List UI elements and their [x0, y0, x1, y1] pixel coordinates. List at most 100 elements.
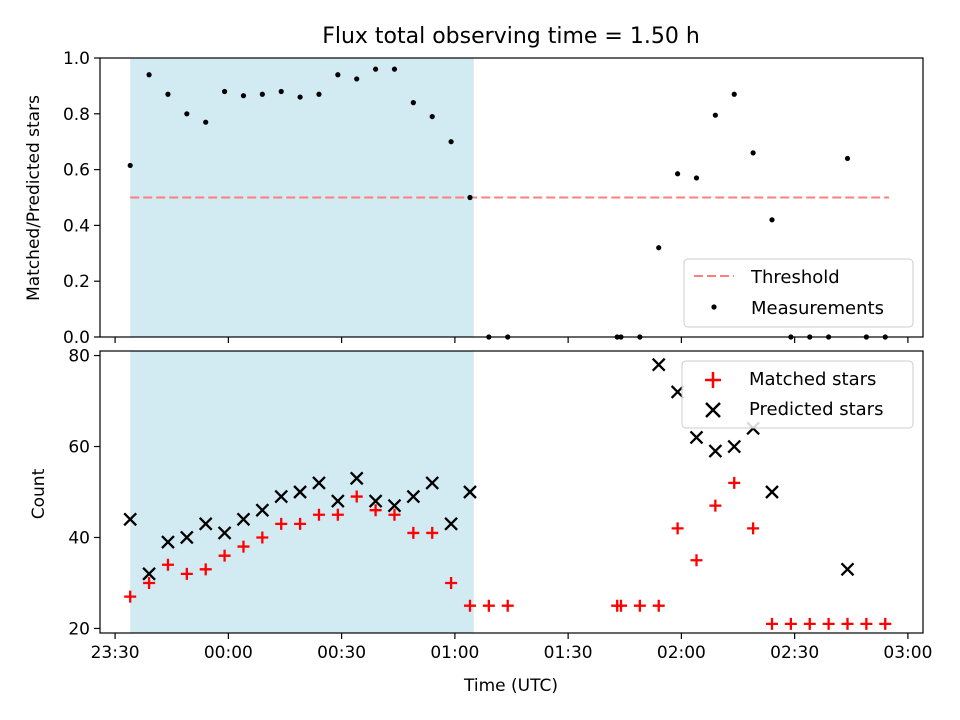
x-axis-label: Time (UTC) — [463, 676, 558, 696]
y-tick-label: 40 — [68, 528, 90, 548]
x-tick-label: 00:00 — [204, 643, 253, 663]
predicted-stars-point — [463, 485, 477, 499]
matched-stars-point — [275, 517, 288, 530]
predicted-stars-point — [349, 471, 364, 486]
y-tick-label: 0.4 — [63, 216, 90, 236]
measurement-point — [656, 245, 662, 251]
measurement-point — [165, 91, 171, 97]
measurement-point — [731, 91, 737, 97]
measurement-point — [335, 72, 341, 78]
matched-stars-point — [709, 499, 722, 512]
matched-stars-point — [860, 617, 873, 630]
bottom-y-axis: 20 40 60 80 — [68, 347, 100, 639]
y-tick-label: 60 — [68, 438, 90, 458]
matched-stars-point — [482, 599, 495, 612]
matched-stars-point — [426, 526, 439, 539]
matched-stars-point — [312, 508, 325, 521]
measurement-point — [354, 76, 360, 82]
predicted-stars-point — [161, 535, 175, 549]
x-tick-label: 00:30 — [317, 643, 366, 663]
matched-stars-point — [822, 617, 835, 630]
bottom-observing-window — [130, 351, 474, 633]
bottom-plot-marks — [123, 357, 892, 630]
y-tick-label: 80 — [68, 347, 90, 367]
predicted-stars-point — [293, 485, 307, 499]
x-tick-label: 01:00 — [430, 643, 479, 663]
matched-stars-point — [294, 517, 307, 530]
top-legend-box — [683, 258, 914, 328]
measurement-point — [693, 175, 700, 181]
y-tick-label: 0.8 — [63, 105, 90, 125]
measurement-point — [127, 162, 133, 169]
bottom-x-axis: 23:30 00:00 00:30 01:00 01:30 02:00 02:30 03:00 — [91, 633, 932, 663]
predicted-stars-point — [331, 494, 345, 508]
threshold-legend-label: Threshold — [750, 267, 840, 288]
measurements-legend-label: Measurements — [751, 298, 884, 319]
matched-stars-point — [671, 522, 684, 535]
predicted-stars-legend-label: Predicted stars — [749, 399, 883, 420]
matched-stars-point — [407, 526, 420, 539]
top-panel: 0.0 0.2 0.4 0.6 0.8 1.0 Matched/Predicted sta… — [24, 49, 924, 348]
matched-stars-point — [633, 599, 646, 612]
measurement-point — [712, 112, 718, 118]
predicted-stars-point — [708, 444, 723, 458]
predicted-stars-point — [651, 357, 666, 372]
measurement-point — [448, 139, 454, 145]
matched-stars-point — [784, 617, 797, 630]
predicted-stars-point — [840, 562, 855, 577]
predicted-stars-point — [236, 512, 251, 527]
measurement-point — [467, 194, 473, 201]
measurement-point — [184, 111, 190, 117]
measurement-point — [316, 91, 322, 97]
matched-stars-legend-label: Matched stars — [749, 369, 876, 390]
top-x-axis — [114, 337, 909, 343]
x-tick-label: 03:00 — [883, 643, 932, 663]
matched-stars-point — [143, 576, 156, 589]
predicted-stars-point — [255, 503, 270, 518]
measurement-point — [410, 100, 416, 106]
measurement-point — [259, 91, 265, 97]
predicted-stars-point — [142, 567, 156, 581]
measurement-point — [372, 66, 379, 72]
predicted-stars-point — [368, 494, 383, 508]
chart-title: Flux total observing time = 1.50 h — [322, 24, 700, 49]
predicted-stars-point — [765, 485, 779, 499]
y-tick-label: 0.2 — [63, 272, 90, 292]
bottom-panel: 20 40 60 80 23:30 00:00 00:30 01:00 01:30 02:00 0… — [29, 347, 932, 696]
predicted-stars-point — [727, 439, 742, 454]
predicted-stars-point — [387, 498, 402, 513]
top-y-axis: 0.0 0.2 0.4 0.6 0.8 1.0 — [63, 49, 100, 348]
matched-stars-legend-swatch — [705, 372, 721, 388]
measurement-point — [844, 155, 851, 162]
measurement-point — [297, 94, 303, 100]
matched-stars-point — [256, 531, 269, 544]
y-tick-label: 1.0 — [63, 49, 90, 69]
matched-stars-point — [803, 617, 816, 630]
y-tick-label: 0.6 — [63, 161, 90, 181]
top-axes-frame — [99, 57, 924, 338]
measurement-point — [278, 88, 284, 95]
predicted-stars-point — [198, 517, 213, 531]
matched-stars-point — [841, 617, 854, 630]
predicted-stars-legend-swatch — [705, 402, 721, 418]
matched-stars-point — [614, 599, 627, 612]
measurements-legend-swatch — [711, 304, 717, 310]
matched-stars-point — [879, 617, 892, 630]
matched-stars-point — [180, 567, 193, 580]
matched-stars-point — [237, 540, 250, 553]
predicted-stars-point — [689, 430, 704, 445]
bottom-axes-frame — [99, 350, 924, 634]
matched-stars-point — [463, 599, 476, 612]
y-tick-label: 0.0 — [63, 328, 90, 348]
measurement-point — [750, 150, 756, 156]
x-tick-label: 01:30 — [544, 643, 593, 663]
matched-stars-point — [747, 522, 760, 535]
predicted-stars-point — [180, 530, 194, 545]
x-tick-label: 02:00 — [657, 643, 706, 663]
measurement-point — [146, 72, 152, 78]
matched-stars-point — [652, 599, 665, 612]
measurement-point — [391, 66, 398, 72]
matched-stars-point — [765, 617, 778, 630]
measurement-point — [429, 113, 435, 120]
